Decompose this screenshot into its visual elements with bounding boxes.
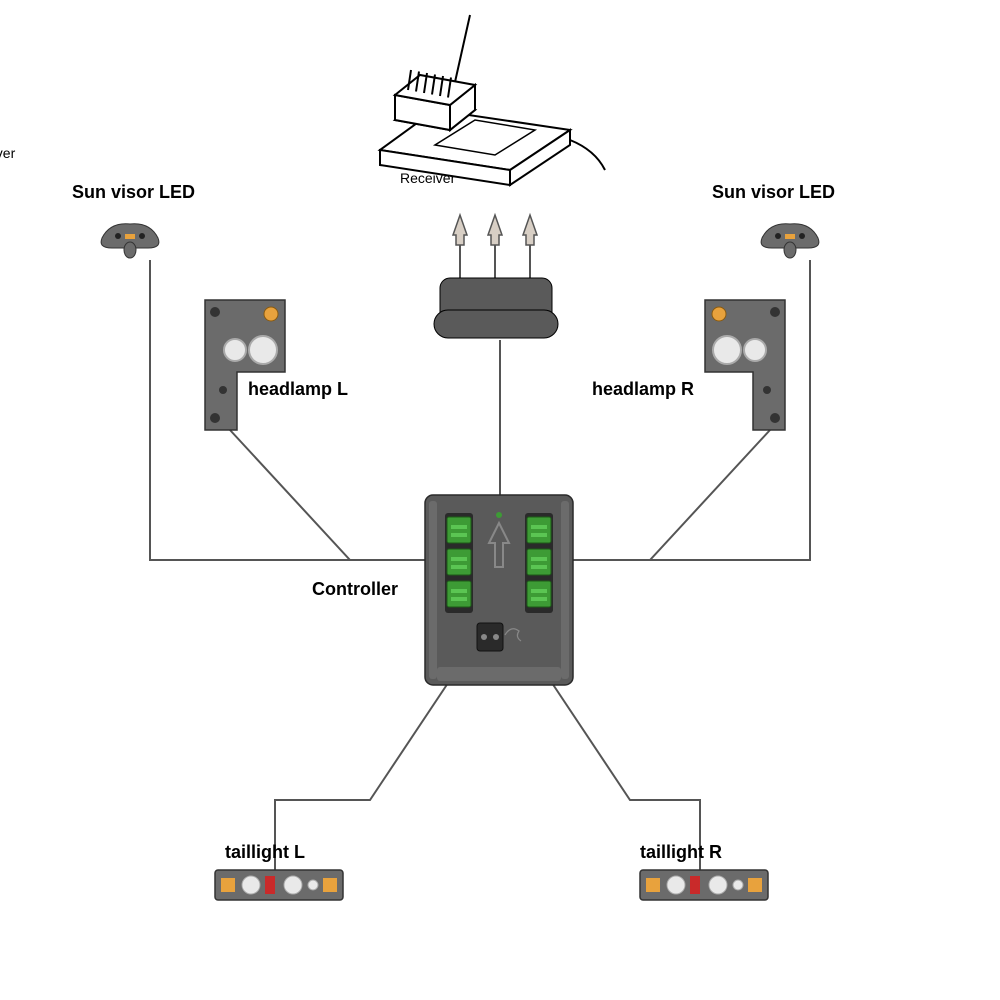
taillight-r-label: taillight R: [640, 842, 722, 862]
channel-label: CH5 CH3 CH1: [13, 34, 98, 49]
taillight-left: [215, 870, 343, 900]
headlamp-r-label: headlamp R: [592, 379, 694, 399]
headlamp-left: [205, 300, 285, 430]
receiver: [380, 15, 605, 185]
wiring-diagram: Receiver Receiver CH5 CH3 CH1 Controller Sun…: [0, 0, 1000, 1000]
taillight-right: [640, 870, 768, 900]
sun-visor-l-label: Sun visor LED: [72, 182, 195, 202]
headlamp-l-label: headlamp L: [248, 379, 348, 399]
sun-visor-led-right: [761, 224, 819, 258]
receiver-label: Receiver: [400, 170, 456, 186]
sun-visor-r-label: Sun visor LED: [712, 182, 835, 202]
taillight-l-label: taillight L: [225, 842, 305, 862]
controller: [425, 495, 573, 685]
headlamp-right: [705, 300, 785, 430]
svg-text:Receiver: Receiver: [0, 145, 16, 161]
channel-box: [434, 215, 558, 338]
sun-visor-led-left: [101, 224, 159, 258]
controller-label: Controller: [312, 579, 398, 599]
